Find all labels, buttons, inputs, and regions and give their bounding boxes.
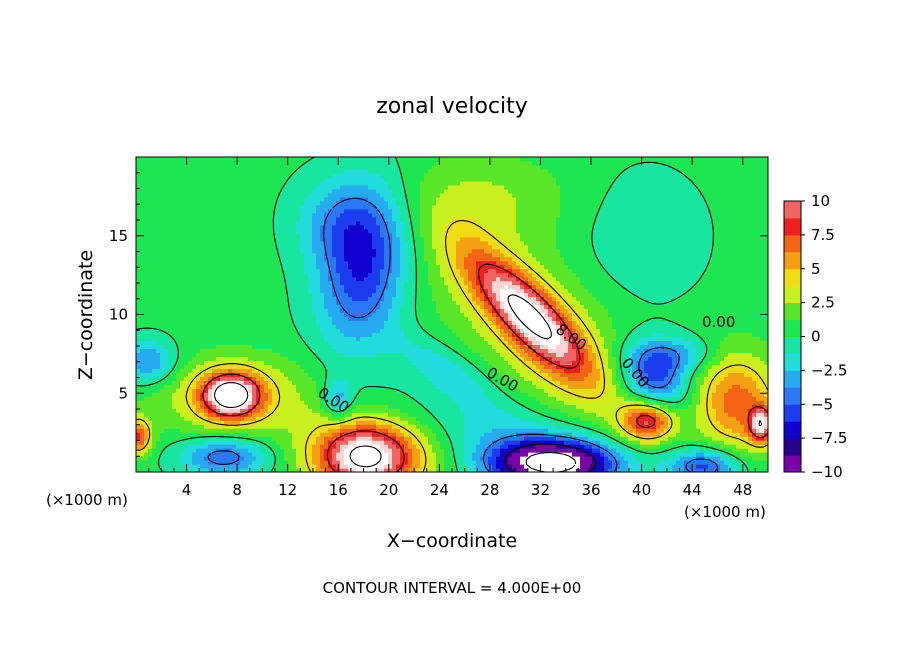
contour-label: 0.00 <box>702 313 735 331</box>
colorbar-tick-label: 7.5 <box>811 226 835 244</box>
colorbar-frame <box>783 200 802 473</box>
x-tick-label: 48 <box>733 481 752 499</box>
x-tick-label: 24 <box>430 481 449 499</box>
colorbar-segment <box>784 370 801 388</box>
contour-level <box>136 157 749 472</box>
x-tick-label: 32 <box>531 481 550 499</box>
colorbar-tick-label: −10 <box>811 463 843 481</box>
y-axis-label: Z−coordinate <box>75 250 97 380</box>
y-tick-label: 10 <box>109 306 128 324</box>
x-unit-left: (×1000 m) <box>46 491 128 509</box>
colorbar-segment <box>784 353 801 371</box>
x-tick-label: 20 <box>379 481 398 499</box>
colorbar-tick-label: 10 <box>811 192 830 210</box>
y-axis-ticks: 5 10 15 <box>109 172 768 457</box>
colorbar-segment <box>784 336 801 354</box>
colorbar-segment <box>784 217 801 236</box>
x-tick-label: 16 <box>329 481 348 499</box>
colorbar-segment <box>784 285 801 304</box>
contour-level <box>525 451 577 472</box>
x-tick-label: 44 <box>683 481 702 499</box>
x-tick-label: 4 <box>182 481 192 499</box>
colorbar-segment <box>784 319 801 337</box>
contour-level <box>207 197 719 472</box>
contour-level <box>504 443 597 472</box>
colorbar-tick-label: −2.5 <box>811 361 847 379</box>
x-axis-ticks: 4 8 12 16 20 24 28 32 36 40 44 48 <box>148 157 756 499</box>
colorbar-segment <box>784 302 801 321</box>
colorbar-segment <box>784 421 801 439</box>
colorbar-segment <box>784 404 801 422</box>
contour-lines <box>136 157 768 472</box>
y-tick-label: 15 <box>109 227 128 245</box>
colorbar-segment <box>784 251 801 270</box>
colorbar-tick-label: 0 <box>811 328 821 346</box>
contour-level <box>202 263 768 472</box>
contour-interval-note: CONTOUR INTERVAL = 4.000E+00 <box>323 579 582 597</box>
colorbar-tick-label: 5 <box>811 260 821 278</box>
colorbar-tick-label: 2.5 <box>811 294 835 312</box>
x-tick-label: 36 <box>581 481 600 499</box>
contour-level <box>136 220 768 472</box>
x-unit-right: (×1000 m) <box>684 503 766 521</box>
colorbar-segment <box>784 268 801 287</box>
colorbar-segment <box>784 234 801 253</box>
colorbar-segment <box>784 438 801 456</box>
contour-level <box>213 294 763 468</box>
colorbar-segment <box>784 387 801 405</box>
colorbar-segment <box>784 455 801 473</box>
x-tick-label: 8 <box>232 481 242 499</box>
x-tick-label: 12 <box>278 481 297 499</box>
colorbar-tick-label: −5 <box>811 395 833 413</box>
x-axis-label: X−coordinate <box>387 530 517 552</box>
colorbar <box>784 201 801 473</box>
colorbar-segment <box>784 201 801 219</box>
y-tick-label: 5 <box>118 384 128 402</box>
x-tick-label: 40 <box>632 481 651 499</box>
colorbar-tick-label: −7.5 <box>811 429 847 447</box>
chart-title: zonal velocity <box>376 94 528 119</box>
x-tick-label: 28 <box>480 481 499 499</box>
colorbar-ticks: 10 7.5 5 2.5 0 −2.5 −5 −7.5 −10 <box>801 192 847 481</box>
